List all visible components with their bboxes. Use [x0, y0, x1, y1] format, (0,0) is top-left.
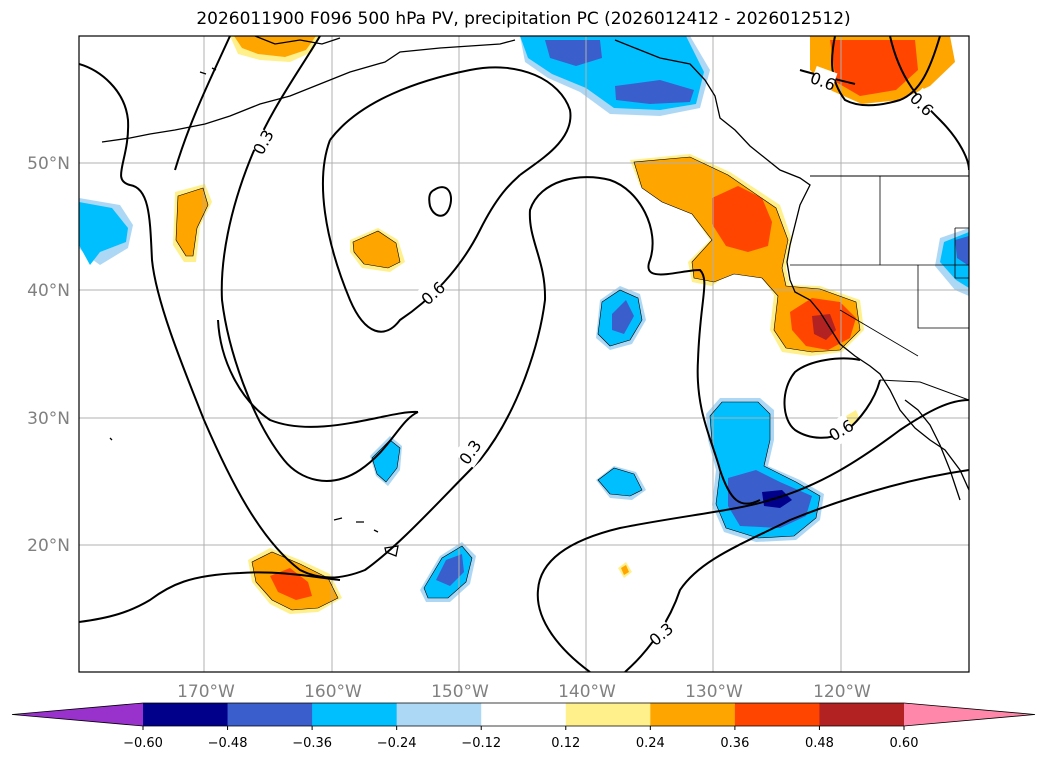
colorbar-tick-label: −0.12: [461, 736, 501, 751]
colorbar-swatch: [312, 703, 398, 726]
lon-label-150w: 150°W: [431, 682, 489, 702]
precip-shading: [79, 36, 969, 614]
lat-label-30n: 30°N: [27, 409, 70, 429]
pv-contours: [79, 36, 969, 672]
graticule: [79, 36, 969, 672]
colorbar: [11, 702, 1036, 727]
lat-label-50n: 50°N: [27, 154, 70, 174]
colorbar-swatch: [650, 703, 736, 726]
lon-label-170w: 170°W: [177, 682, 235, 702]
shading-outlines: [175, 156, 861, 611]
colorbar-swatch: [481, 703, 567, 726]
latitude-labels: 50°N 40°N 30°N 20°N: [27, 154, 70, 556]
colorbar-tick-label: −0.48: [208, 736, 248, 751]
colorbar-swatch: [396, 703, 482, 726]
lon-label-160w: 160°W: [304, 682, 362, 702]
map-area: 0.3 0.6 0.6 0.3 0.6 0.3 0.6: [79, 36, 969, 672]
lat-label-40n: 40°N: [27, 281, 70, 301]
colorbar-tick-label: −0.60: [123, 736, 163, 751]
colorbar-swatch: [565, 703, 651, 726]
contour-label: 0.3: [455, 436, 485, 468]
colorbar-tick-label: 0.12: [551, 736, 580, 751]
map-title: 2026011900 F096 500 hPa PV, precipitatio…: [196, 9, 851, 29]
colorbar-tick-labels: −0.60 −0.48 −0.36 −0.24 −0.12 0.12 0.24 0.36 0.4…: [123, 726, 918, 751]
map-frame: [78, 35, 970, 673]
longitude-labels: 170°W 160°W 150°W 140°W 130°W 120°W: [177, 682, 871, 702]
colorbar-extend-high: [904, 703, 1035, 726]
colorbar-swatch: [143, 703, 229, 726]
colorbar-tick-label: 0.24: [636, 736, 665, 751]
lon-label-140w: 140°W: [558, 682, 616, 702]
colorbar-swatch: [227, 703, 313, 726]
colorbar-swatch: [819, 703, 905, 726]
colorbar-tick-label: 0.48: [805, 736, 834, 751]
lon-label-130w: 130°W: [685, 682, 743, 702]
lat-label-20n: 20°N: [27, 536, 70, 556]
colorbar-tick-label: −0.24: [377, 736, 417, 751]
colorbar-extend-low: [12, 703, 143, 726]
colorbar-swatch: [734, 703, 820, 726]
colorbar-tick-label: −0.36: [292, 736, 332, 751]
colorbar-tick-label: 0.60: [890, 736, 919, 751]
colorbar-tick-label: 0.36: [720, 736, 749, 751]
lon-label-120w: 120°W: [813, 682, 871, 702]
